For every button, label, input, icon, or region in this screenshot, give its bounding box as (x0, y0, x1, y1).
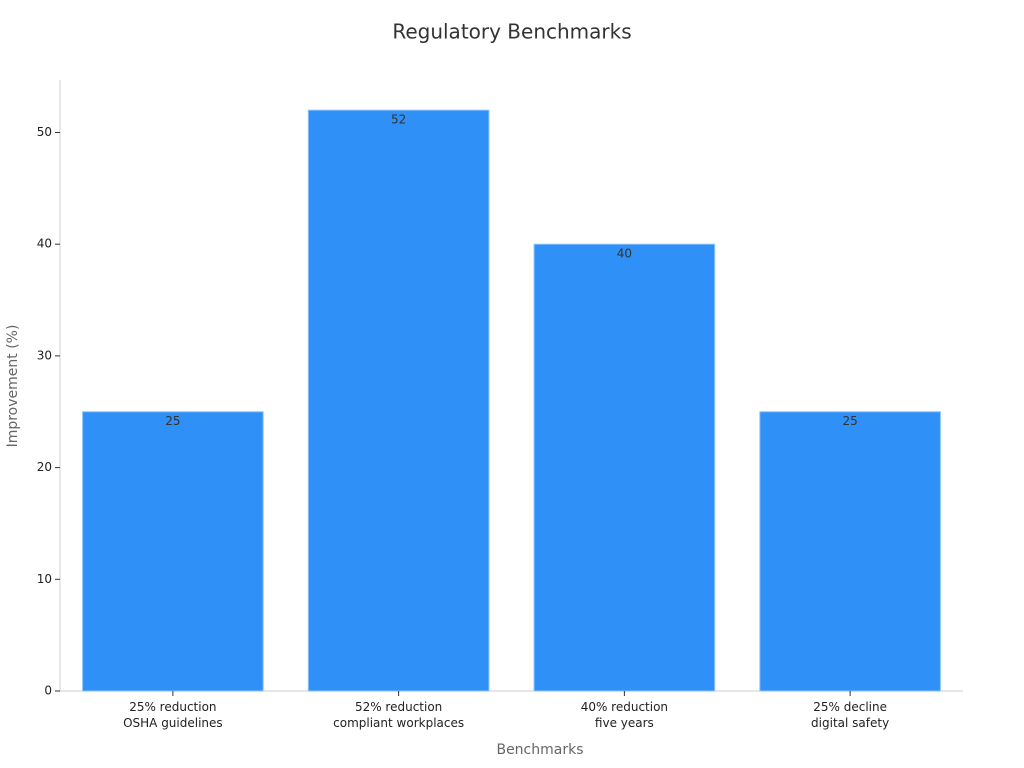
x-tick-label: 25% decline digital safety (811, 700, 889, 730)
y-tick-label: 10 (37, 572, 52, 586)
x-tick-label: 40% reduction five years (581, 700, 668, 730)
value-label: 25 (165, 414, 180, 428)
y-tick-label: 20 (37, 460, 52, 474)
value-label: 25 (842, 414, 857, 428)
x-axis-label: Benchmarks (496, 742, 583, 758)
bar (759, 411, 941, 692)
value-label: 52 (391, 113, 406, 127)
bar (82, 411, 264, 692)
x-tick-label: 52% reduction compliant workplaces (333, 700, 464, 730)
value-label: 40 (617, 247, 632, 261)
x-tick-label: 25% reduction OSHA guidelines (123, 700, 223, 730)
chart-title: Regulatory Benchmarks (392, 20, 631, 44)
bar (307, 109, 490, 692)
y-tick-label: 50 (37, 125, 52, 139)
y-axis-label: Improvement (%) (5, 325, 21, 448)
y-tick-label: 30 (37, 348, 52, 362)
bar (533, 243, 716, 692)
y-tick-label: 40 (37, 237, 52, 251)
y-tick-label: 0 (44, 684, 52, 698)
